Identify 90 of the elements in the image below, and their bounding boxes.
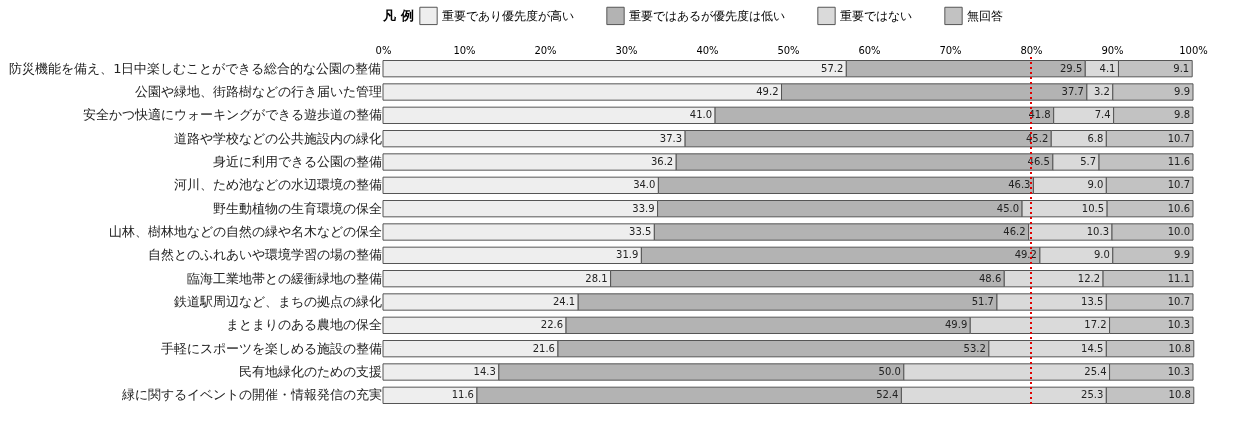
data-label: 10.7 (1167, 179, 1190, 191)
data-label: 6.8 (1087, 132, 1104, 144)
data-label: 49.2 (756, 86, 779, 97)
data-label: 24.1 (552, 296, 576, 307)
legend-label: 重要であり優先度が高い (442, 8, 574, 23)
data-label: 46.2 (1003, 226, 1026, 237)
data-label: 11.6 (451, 389, 474, 401)
data-label: 5.7 (1080, 156, 1097, 167)
data-label: 53.2 (963, 342, 986, 354)
x-tick-label: 40% (696, 44, 719, 56)
x-tick-label: 50% (777, 44, 800, 56)
legend-title: 凡 例 (382, 8, 414, 23)
y-tick-label: まとまりのある農地の保全 (225, 317, 382, 333)
x-tick-label: 0% (375, 44, 392, 56)
y-tick-label: 山林、樹林地などの自然の緑や名木などの保全 (108, 224, 382, 239)
y-tick-label: 道路や学校などの公共施設内の緑化 (173, 130, 382, 146)
legend-label: 重要ではあるが優先度は低い (629, 8, 785, 23)
y-tick-label: 公園や緑地、街路樹などの行き届いた管理 (134, 84, 382, 99)
y-tick-label: 緑に関するイベントの開催・情報発信の充実 (120, 387, 382, 403)
data-label: 22.6 (540, 319, 564, 331)
data-label: 10.8 (1168, 342, 1191, 354)
data-label: 14.5 (1081, 342, 1104, 354)
data-label: 4.1 (1099, 62, 1116, 74)
data-label: 13.5 (1081, 296, 1104, 307)
data-label: 17.2 (1084, 319, 1107, 331)
data-label: 3.2 (1093, 86, 1110, 97)
data-label: 34.0 (633, 179, 656, 191)
data-label: 49.2 (1014, 249, 1037, 261)
data-label: 33.5 (629, 226, 652, 237)
y-tick-label: 鉄道駅周辺など、まちの拠点の緑化 (173, 294, 382, 309)
data-label: 29.5 (1060, 62, 1083, 74)
data-label: 9.9 (1174, 249, 1190, 261)
y-tick-label: 身近に利用できる公園の整備 (212, 154, 382, 169)
data-label: 10.6 (1167, 202, 1190, 214)
data-label: 31.9 (616, 249, 639, 261)
y-tick-label: 河川、ため池などの水辺環境の整備 (173, 177, 382, 193)
data-label: 10.3 (1167, 366, 1190, 377)
data-label: 37.7 (1061, 86, 1084, 97)
data-label: 10.8 (1168, 389, 1191, 401)
data-label: 10.7 (1167, 296, 1190, 307)
data-label: 10.5 (1081, 202, 1105, 214)
x-tick-label: 90% (1101, 44, 1124, 56)
x-tick-label: 60% (858, 44, 881, 56)
data-label: 46.3 (1008, 179, 1031, 191)
data-label: 9.1 (1173, 62, 1190, 74)
y-tick-label: 臨海工業地帯との緩衝緑地の整備 (186, 270, 382, 286)
y-tick-label: 手軽にスポーツを楽しめる施設の整備 (160, 340, 382, 356)
y-tick-label: 安全かつ快適にウォーキングができる遊歩道の整備 (82, 107, 382, 123)
data-label: 45.0 (996, 202, 1020, 214)
data-label: 57.2 (821, 62, 844, 74)
data-label: 21.6 (532, 342, 555, 354)
data-label: 36.2 (650, 156, 674, 167)
data-label: 10.3 (1086, 226, 1109, 237)
data-label: 41.8 (1028, 109, 1051, 121)
data-label: 9.0 (1087, 179, 1104, 191)
legend-label: 無回答 (967, 8, 1003, 23)
data-label: 45.2 (1025, 132, 1049, 144)
data-label: 9.8 (1174, 109, 1190, 121)
data-label: 41.0 (689, 109, 713, 121)
data-label: 10.7 (1167, 132, 1190, 144)
data-label: 25.4 (1084, 366, 1107, 377)
x-tick-label: 70% (939, 44, 962, 56)
y-tick-label: 自然とのふれあいや環境学習の場の整備 (147, 247, 382, 263)
data-label: 48.6 (979, 272, 1002, 284)
data-label: 52.4 (876, 389, 899, 401)
data-label: 49.9 (944, 319, 968, 331)
data-label: 11.6 (1167, 156, 1190, 167)
data-label: 10.0 (1167, 226, 1190, 237)
data-label: 50.0 (878, 366, 901, 377)
data-label: 7.4 (1094, 109, 1111, 121)
x-tick-label: 80% (1020, 44, 1043, 56)
data-label: 9.9 (1174, 86, 1190, 97)
x-tick-label: 20% (534, 44, 557, 56)
x-tick-label: 30% (615, 44, 638, 56)
y-tick-label: 防災機能を備え、1日中楽しむことができる総合的な公園の整備 (9, 60, 382, 76)
y-tick-label: 民有地緑化のための支援 (238, 364, 382, 379)
x-tick-label: 10% (453, 44, 476, 56)
data-label: 9.0 (1093, 249, 1110, 261)
y-tick-label: 野生動植物の生育環境の保全 (212, 200, 382, 216)
data-label: 37.3 (659, 132, 683, 144)
x-tick-label: 100% (1179, 44, 1208, 56)
data-label: 10.3 (1167, 319, 1190, 331)
data-label: 25.3 (1081, 389, 1104, 401)
data-label: 51.7 (971, 296, 994, 307)
data-label: 14.3 (473, 366, 496, 377)
data-label: 28.1 (585, 272, 608, 284)
data-label: 33.9 (632, 202, 655, 214)
data-label: 12.2 (1077, 272, 1101, 284)
legend-label: 重要ではない (840, 8, 912, 23)
data-label: 11.1 (1167, 272, 1190, 284)
